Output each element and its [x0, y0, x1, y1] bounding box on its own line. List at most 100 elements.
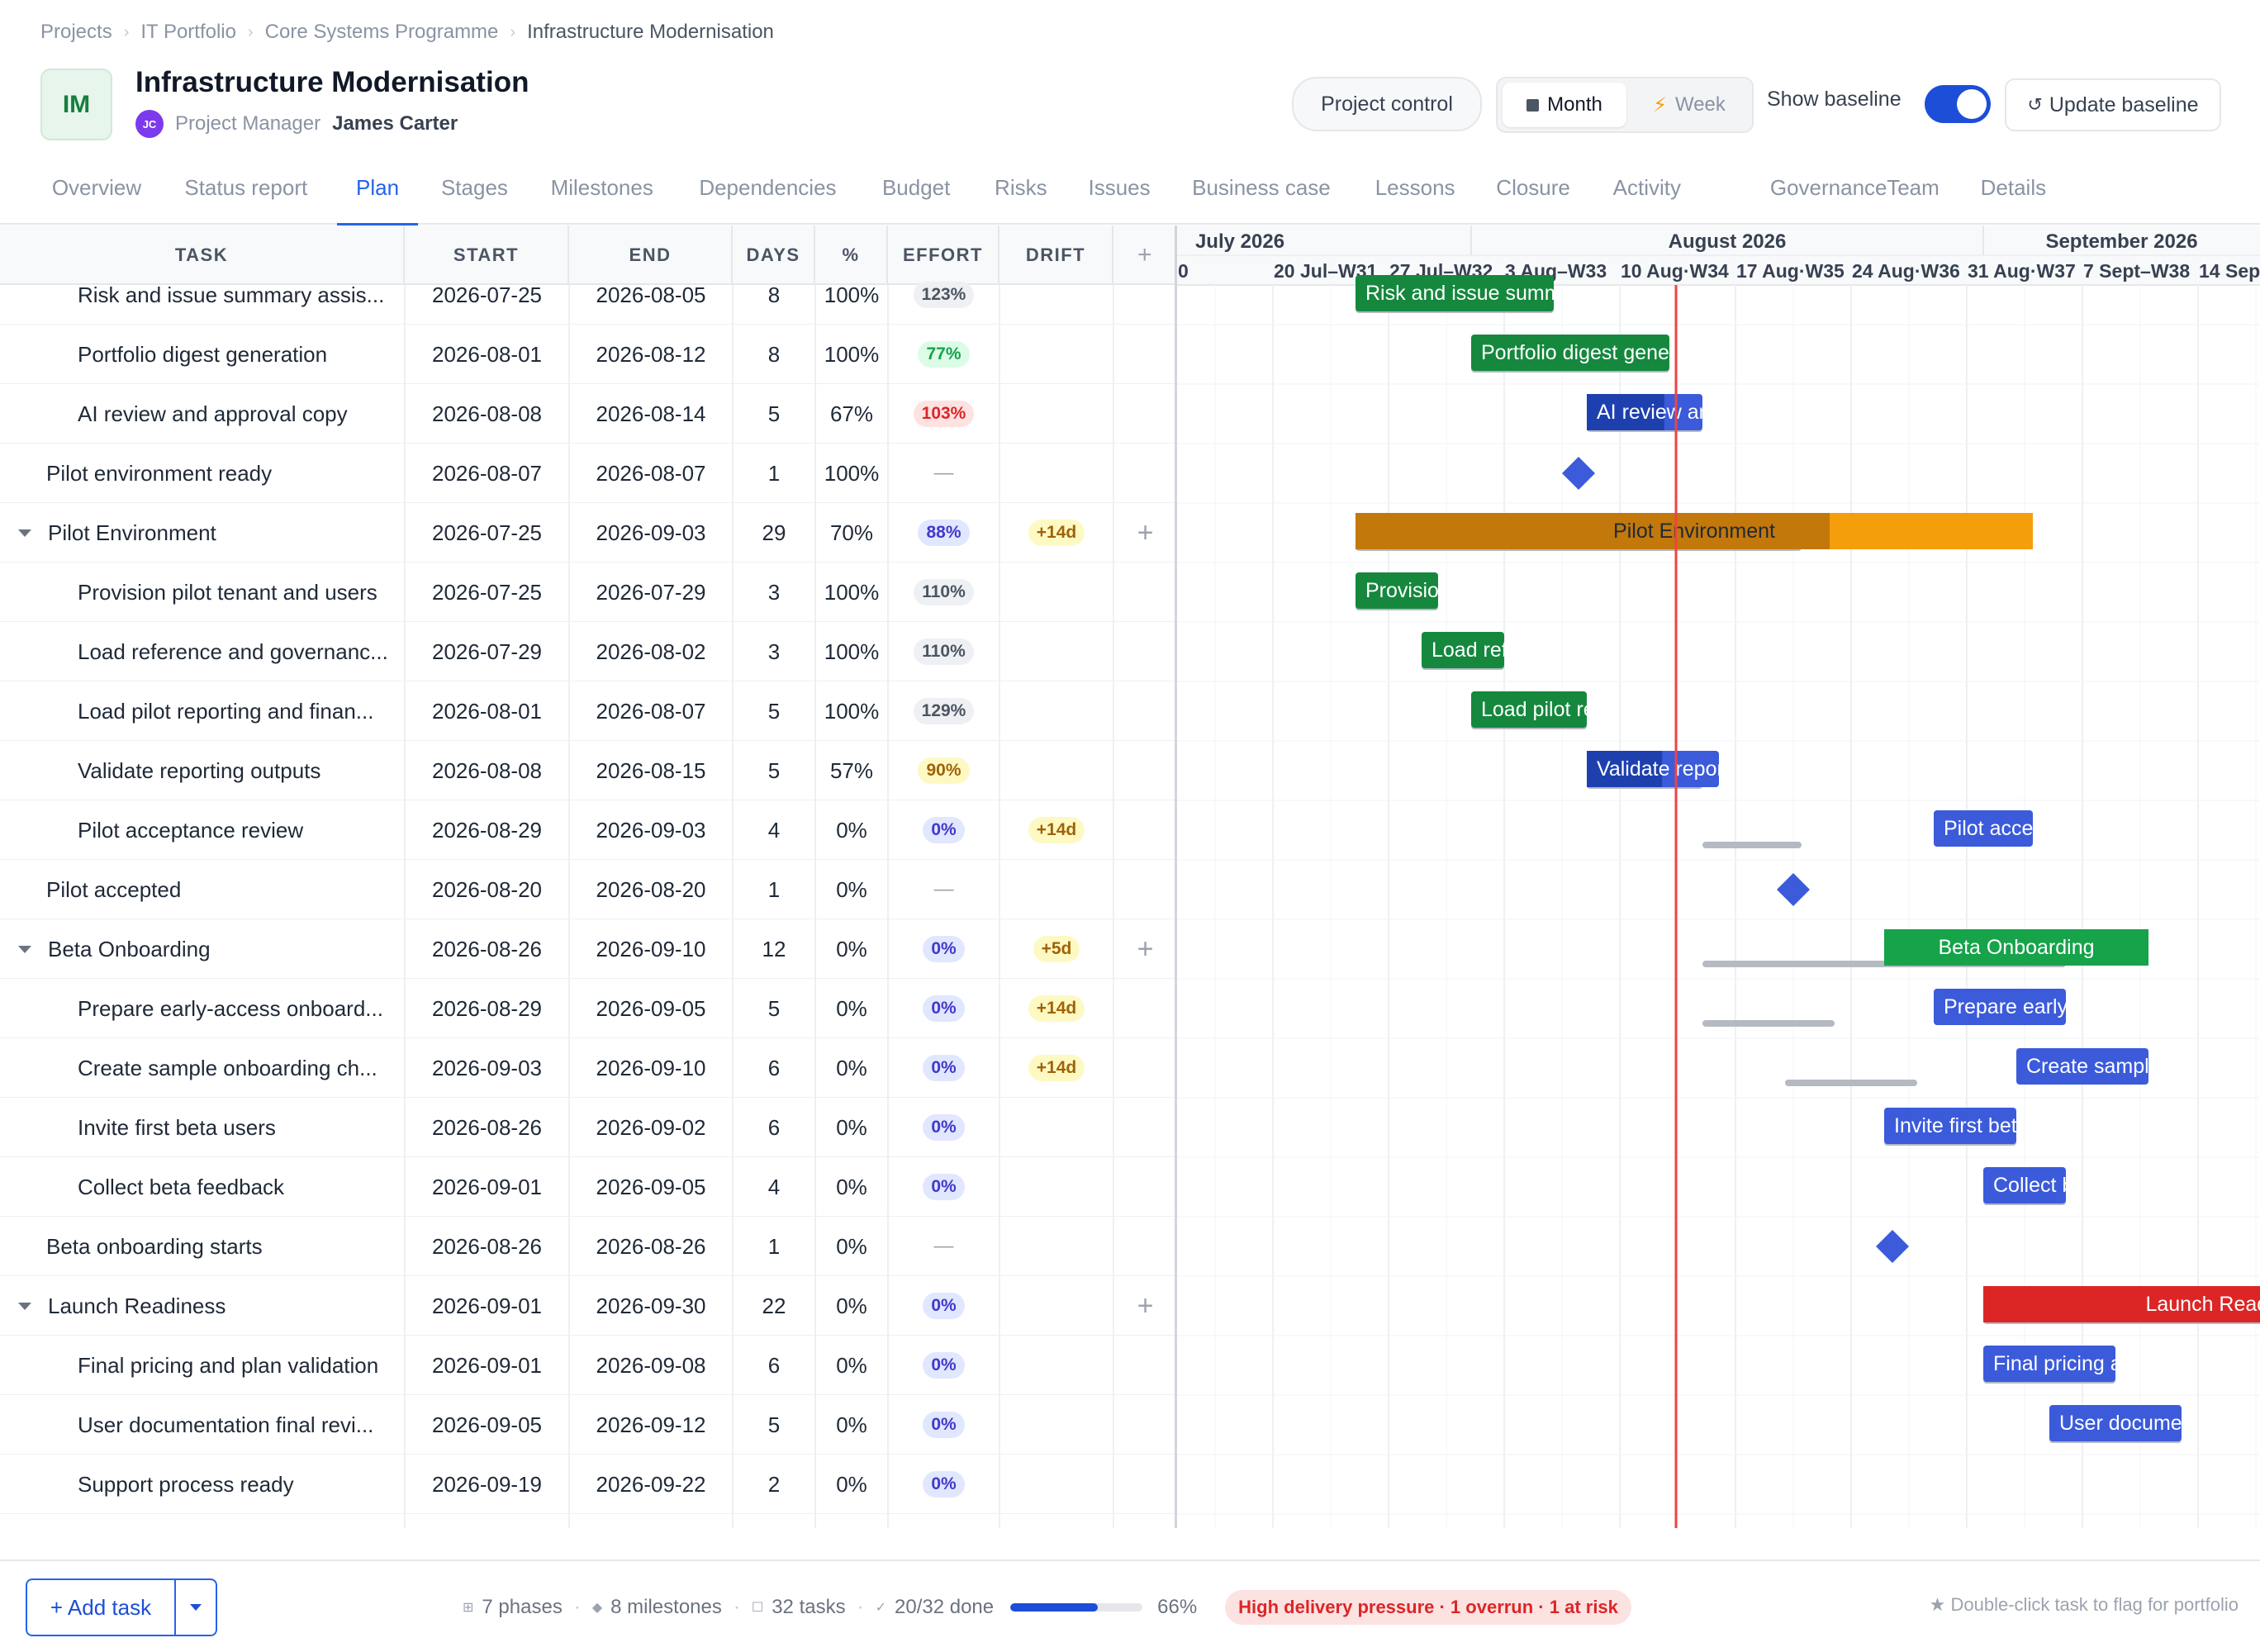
table-row[interactable]: AI review and approval copy 2026-08-08 202…: [0, 384, 1177, 444]
task-end[interactable]: 2026-09-10: [596, 936, 706, 961]
task-end[interactable]: 2026-08-12: [596, 341, 706, 367]
task-bar[interactable]: Create sample onboarding checklist: [2016, 1048, 2260, 1085]
task-pct[interactable]: 0%: [836, 1471, 867, 1497]
plus-icon[interactable]: +: [1137, 933, 1154, 965]
task-days[interactable]: 1: [767, 460, 781, 486]
task-start[interactable]: 2026-08-29: [432, 817, 542, 843]
task-days[interactable]: 5: [767, 757, 781, 783]
task-start[interactable]: 2026-07-29: [432, 638, 542, 664]
task-end[interactable]: 2026-08-26: [596, 1233, 706, 1259]
plus-icon[interactable]: +: [1137, 516, 1154, 548]
task-days[interactable]: 12: [762, 936, 786, 961]
task-days[interactable]: 8: [767, 282, 781, 307]
task-name[interactable]: Beta onboarding starts: [46, 1233, 263, 1259]
task-start[interactable]: 2026-08-20: [432, 876, 542, 902]
tab-dependencies[interactable]: Dependencies: [699, 175, 837, 200]
task-days[interactable]: 2: [767, 1471, 781, 1497]
breadcrumb-link[interactable]: Core Systems Programme: [264, 21, 499, 43]
plus-icon[interactable]: +: [1137, 1289, 1154, 1322]
delivery-pressure-badge[interactable]: High delivery pressure · 1 overrun · 1 a…: [1225, 1590, 1631, 1625]
task-name[interactable]: Invite first beta users: [78, 1114, 276, 1140]
task-bar[interactable]: Portfolio digest generation: [1471, 335, 1721, 371]
task-pct[interactable]: 100%: [824, 282, 880, 307]
column-drift[interactable]: DRIFT: [999, 225, 1113, 285]
task-days[interactable]: 3: [767, 638, 781, 664]
task-name[interactable]: Load reference and governanc...: [78, 638, 388, 664]
task-name[interactable]: AI review and approval copy: [78, 401, 348, 426]
task-start[interactable]: 2026-09-01: [432, 1293, 542, 1318]
task-days[interactable]: 6: [767, 1352, 781, 1378]
task-days[interactable]: 1: [767, 1233, 781, 1259]
task-end[interactable]: 2026-08-07: [596, 698, 706, 724]
chevron-down-icon[interactable]: [18, 1302, 31, 1310]
task-end[interactable]: 2026-08-14: [596, 401, 706, 426]
task-days[interactable]: 5: [767, 995, 781, 1021]
chevron-down-icon[interactable]: [18, 529, 31, 537]
task-pct[interactable]: 0%: [836, 1293, 867, 1318]
phase-bar[interactable]: Launch Readiness: [1983, 1286, 2260, 1322]
task-days[interactable]: 6: [767, 1055, 781, 1080]
tab-governance[interactable]: Governance: [1769, 175, 1887, 200]
task-pct[interactable]: 100%: [824, 579, 880, 605]
table-row[interactable]: Provision pilot tenant and users 2026-07-…: [0, 563, 1177, 622]
task-start[interactable]: 2026-09-01: [432, 1352, 542, 1378]
task-pct[interactable]: 0%: [836, 936, 867, 961]
task-name[interactable]: Pilot environment ready: [46, 460, 273, 486]
tab-stages[interactable]: Stages: [440, 175, 508, 200]
task-start[interactable]: 2026-08-29: [432, 995, 542, 1021]
table-row[interactable]: Prepare early-access onboard... 2026-08-2…: [0, 979, 1177, 1038]
task-pct[interactable]: 100%: [824, 698, 880, 724]
phase-bar[interactable]: Beta Onboarding: [1884, 929, 2148, 966]
task-name[interactable]: Beta Onboarding: [48, 936, 211, 961]
task-days[interactable]: 6: [767, 1114, 781, 1140]
task-name[interactable]: User documentation final revi...: [78, 1412, 374, 1437]
task-start[interactable]: 2026-08-08: [432, 401, 542, 426]
tab-closure[interactable]: Closure: [1496, 175, 1570, 200]
task-bar[interactable]: Pilot acceptance review: [1934, 810, 2162, 847]
task-name[interactable]: Prepare early-access onboard...: [78, 995, 383, 1021]
task-end[interactable]: 2026-09-22: [596, 1471, 706, 1497]
table-row[interactable]: User documentation final revi... 2026-09-…: [0, 1395, 1177, 1455]
task-end[interactable]: 2026-09-30: [596, 1293, 706, 1318]
task-bar[interactable]: Load reference and governance data: [1422, 632, 1770, 668]
task-name[interactable]: Load pilot reporting and finan...: [78, 698, 374, 724]
task-pct[interactable]: 67%: [829, 401, 874, 426]
column-task[interactable]: TASK: [0, 225, 405, 285]
tab-risks[interactable]: Risks: [995, 175, 1047, 200]
phase-row[interactable]: Beta Onboarding 2026-08-26 2026-09-10 12 0% 0…: [0, 919, 1177, 979]
task-end[interactable]: 2026-09-03: [596, 520, 706, 545]
task-name[interactable]: Risk and issue summary assis...: [78, 282, 385, 307]
task-name[interactable]: Create sample onboarding ch...: [78, 1055, 377, 1080]
task-bar[interactable]: AI review and approval copy: [1587, 394, 1857, 430]
show-baseline-toggle[interactable]: [1925, 85, 1991, 123]
phase-row[interactable]: Launch Readiness 2026-09-01 2026-09-30 22 0%…: [0, 1276, 1177, 1336]
task-start[interactable]: 2026-08-26: [432, 1114, 542, 1140]
task-pct[interactable]: 100%: [824, 460, 880, 486]
column-start[interactable]: START: [405, 225, 569, 285]
task-bar[interactable]: Provision pilot tenant and users: [1356, 572, 1654, 609]
task-end[interactable]: 2026-09-05: [596, 1174, 706, 1199]
project-control-button[interactable]: Project control: [1292, 77, 1482, 131]
table-row[interactable]: Create sample onboarding ch... 2026-09-03…: [0, 1038, 1177, 1098]
task-start[interactable]: 2026-07-25: [432, 579, 542, 605]
task-days[interactable]: 5: [767, 401, 781, 426]
table-row[interactable]: Load pilot reporting and finan... 2026-08…: [0, 681, 1177, 741]
task-name[interactable]: Provision pilot tenant and users: [78, 579, 377, 605]
task-days[interactable]: 4: [767, 1174, 781, 1199]
phase-row[interactable]: Pilot Environment 2026-07-25 2026-09-03 29 7…: [0, 503, 1177, 563]
table-row[interactable]: Load reference and governanc... 2026-07-2…: [0, 622, 1177, 681]
task-start[interactable]: 2026-07-25: [432, 282, 542, 307]
task-pct[interactable]: 100%: [824, 638, 880, 664]
add-task-menu-button[interactable]: [176, 1580, 216, 1635]
project-manager-name[interactable]: James Carter: [332, 112, 458, 135]
milestone-row[interactable]: Pilot environment ready 2026-08-07 2026-08…: [0, 444, 1177, 503]
task-pct[interactable]: 0%: [836, 1352, 867, 1378]
tab-overview[interactable]: Overview: [51, 175, 142, 200]
task-end[interactable]: 2026-07-29: [596, 579, 706, 605]
task-pct[interactable]: 0%: [836, 817, 867, 843]
add-task-button[interactable]: + Add task: [27, 1580, 176, 1635]
task-name[interactable]: Pilot acceptance review: [78, 817, 304, 843]
task-end[interactable]: 2026-09-10: [596, 1055, 706, 1080]
task-pct[interactable]: 70%: [829, 520, 874, 545]
task-bar[interactable]: Risk and issue summary assistant: [1356, 275, 1678, 311]
